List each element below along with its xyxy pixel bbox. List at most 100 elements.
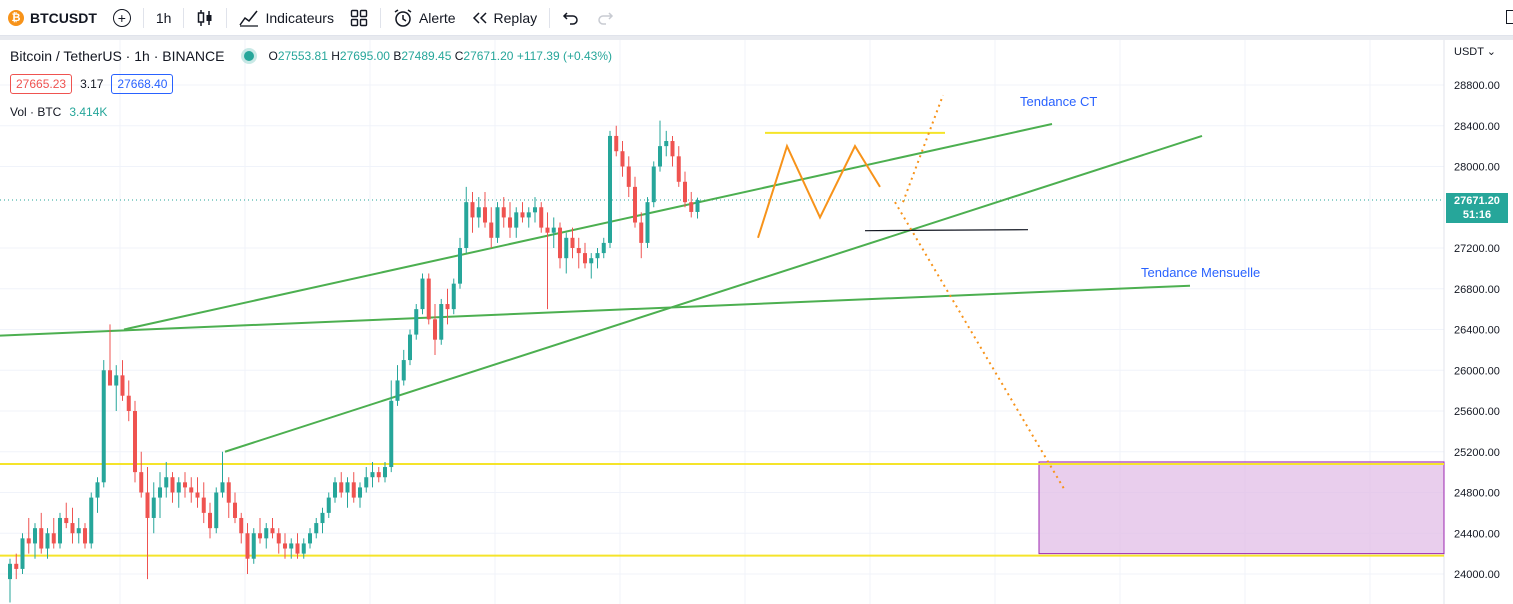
candle-body xyxy=(139,472,144,493)
price-axis-label: 27200.00 xyxy=(1454,243,1500,255)
replay-button[interactable]: Replay xyxy=(464,0,546,36)
sell-price-button[interactable]: 27665.23 xyxy=(10,74,73,94)
divider xyxy=(549,7,551,28)
low-value: 27489.45 xyxy=(401,49,452,63)
candle-body xyxy=(539,207,544,228)
candle-body xyxy=(114,375,119,386)
candle-body xyxy=(83,528,87,544)
interval-label: 1h xyxy=(155,9,172,26)
market-open-status-icon xyxy=(244,51,255,61)
chart-legend: Bitcoin / TetherUS · 1h · BINANCE O27553… xyxy=(10,48,612,64)
candle-body xyxy=(483,207,487,223)
candle-body xyxy=(145,492,150,518)
candle-body xyxy=(645,202,650,243)
candle-body xyxy=(501,207,506,218)
candle-body xyxy=(208,512,212,529)
candle-body xyxy=(8,563,12,580)
divider xyxy=(226,7,228,28)
price-axis-label: 26800.00 xyxy=(1454,284,1500,296)
candle-body xyxy=(620,151,625,167)
candle-body xyxy=(526,212,531,218)
price-axis-label: 24000.00 xyxy=(1454,569,1500,581)
candle-body xyxy=(176,482,181,493)
compare-button[interactable]: + xyxy=(105,0,139,36)
indicators-icon xyxy=(239,10,259,27)
candle-body xyxy=(76,528,81,534)
volume-label: Vol · BTC xyxy=(10,105,62,119)
symbol-search[interactable]: ₿ BTCUSDT xyxy=(0,0,105,36)
candle-body xyxy=(695,199,700,212)
candle-body xyxy=(476,207,481,218)
add-icon: + xyxy=(112,8,131,27)
candle-body xyxy=(276,533,281,544)
candle-body xyxy=(201,497,206,513)
candle-body xyxy=(545,227,550,233)
candle-body xyxy=(64,517,69,524)
candle-body xyxy=(308,533,312,544)
redo-icon xyxy=(598,11,614,25)
price-axis-label: 28400.00 xyxy=(1454,121,1500,133)
price-axis-label: 24400.00 xyxy=(1454,528,1500,540)
candle-body xyxy=(408,334,412,361)
candle-body xyxy=(233,502,237,518)
candle-body xyxy=(370,472,375,478)
redo-button[interactable] xyxy=(588,0,622,36)
candle-body xyxy=(489,222,494,238)
candle-body xyxy=(445,304,450,310)
double-top-pattern-line xyxy=(757,143,881,239)
candle-body xyxy=(608,135,612,243)
candle-body xyxy=(676,156,681,182)
candle-body xyxy=(633,186,637,223)
candle-body xyxy=(226,482,231,503)
candle-body xyxy=(126,395,131,411)
price-axis-label: 24800.00 xyxy=(1454,488,1500,500)
currency-selector[interactable]: USDT ⌄ xyxy=(1454,46,1497,58)
candle-body xyxy=(595,253,600,259)
fullscreen-icon[interactable] xyxy=(1506,10,1513,24)
candle-body xyxy=(195,492,200,498)
candle-body xyxy=(583,253,587,264)
indicators-label: Indicateurs xyxy=(265,9,334,26)
target-zone-rectangle xyxy=(1038,461,1445,555)
candle-body xyxy=(326,497,331,513)
candle-body xyxy=(220,482,225,493)
indicators-button[interactable]: Indicateurs xyxy=(231,0,341,36)
undo-button[interactable] xyxy=(554,0,588,36)
chart-type-button[interactable] xyxy=(188,0,222,36)
candle-body xyxy=(533,207,537,213)
candle-body xyxy=(464,202,469,248)
candle-body xyxy=(376,472,381,478)
countdown-label: 51:16 xyxy=(1462,209,1492,221)
buy-price-button[interactable]: 27668.40 xyxy=(111,74,174,94)
candle-body xyxy=(51,533,56,544)
candle-body xyxy=(451,283,456,310)
open-value: 27553.81 xyxy=(277,49,328,63)
candle-body xyxy=(245,533,250,559)
candle-body xyxy=(58,517,62,544)
candle-body xyxy=(33,528,37,544)
symbol-label: BTCUSDT xyxy=(30,9,97,26)
candle-body xyxy=(395,380,400,401)
candle-body xyxy=(95,482,100,498)
candle-body xyxy=(301,543,306,554)
alert-button[interactable]: Alerte xyxy=(385,0,464,36)
divider xyxy=(379,7,381,28)
candle-body xyxy=(333,482,337,498)
layouts-button[interactable] xyxy=(342,0,376,36)
rewind-icon xyxy=(472,11,487,24)
candle-body xyxy=(164,477,169,488)
ohlc-values: O27553.81 H27695.00 B27489.45 C27671.20 … xyxy=(268,49,612,63)
monthly-trendline xyxy=(0,284,1191,337)
channel-top-trendline xyxy=(123,122,1053,331)
price-axis-label: 28800.00 xyxy=(1454,80,1500,92)
candle-body xyxy=(283,543,287,549)
volume-value: 3.414K xyxy=(69,105,108,119)
candle-body xyxy=(183,482,187,488)
candle-body xyxy=(20,538,25,569)
price-chart[interactable]: Tendance CT Tendance Mensuelle 28800.00 284… xyxy=(0,40,1513,604)
interval-button[interactable]: 1h xyxy=(148,0,180,36)
top-toolbar: ₿ BTCUSDT + 1h Indicateurs xyxy=(0,0,1513,36)
candle-body xyxy=(689,202,694,212)
candle-body xyxy=(614,135,619,152)
alarm-clock-icon xyxy=(394,8,412,27)
